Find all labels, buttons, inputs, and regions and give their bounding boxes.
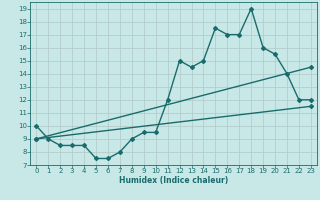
X-axis label: Humidex (Indice chaleur): Humidex (Indice chaleur) bbox=[119, 176, 228, 185]
